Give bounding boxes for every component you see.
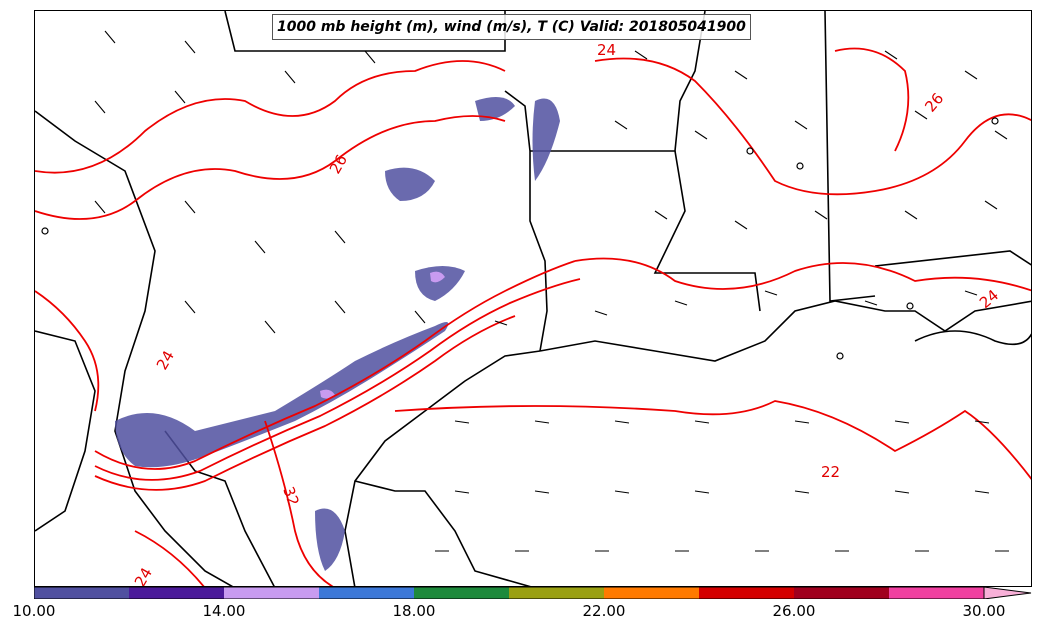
contour-32 [264,420,334,586]
colorbar-tick-label: 22.00 [582,602,626,620]
colorbar-tick-label: 18.00 [392,602,436,620]
precip-cell-4 [315,508,345,571]
contour-sw [134,530,205,586]
contour-label: 22 [821,463,840,481]
coastline-and-borders [35,11,1031,586]
calm-circles [41,117,999,360]
gulf-coast [539,300,1031,362]
contour-label: 26 [326,151,351,177]
precip-cell-1 [415,266,465,301]
precip-cell-2 [385,167,435,201]
colorbar-segment [414,587,509,599]
colorbar-segment [889,587,984,599]
colorbar-segment [224,587,319,599]
sierra-madre-outline [35,330,96,532]
colorbar-extend-arrow [983,587,1032,599]
precip-shading [115,97,560,571]
contour-26-ne [834,47,910,152]
colorbar-tick-label: 26.00 [772,602,816,620]
contour-front-3 [94,315,516,491]
map-title: 1000 mb height (m), wind (m/s), T (C) Va… [272,14,751,40]
precip-band-main [115,322,449,468]
precip-heavy [320,271,445,399]
contour-label: 24 [153,347,178,373]
arkansas-border [530,11,706,152]
contour-26-east [594,57,1031,196]
colorbar-tick-label: 10.00 [12,602,56,620]
colorbar-segment [34,587,129,599]
wind-barbs [94,30,1009,552]
mexico-coast [354,480,531,586]
contour-front-2 [94,278,581,481]
contour-front-1 [94,260,576,470]
colorbar-segment [794,587,889,599]
colorbar-segment [129,587,224,599]
colorbar-tick-label: 14.00 [202,602,246,620]
florida-border [874,250,1031,267]
mexico-border [35,110,234,586]
contour-label: 26 [921,89,947,115]
colorbar-tick-label: 30.00 [962,602,1006,620]
contour-label: 24 [131,564,156,587]
contour-24-east [574,257,1031,292]
precip-core-2 [320,389,335,399]
alabama-mississippi-border [824,11,876,302]
florida-peninsula [914,330,1031,346]
contour-label: 24 [597,41,616,59]
contour-west [35,290,100,412]
precip-cell-3 [532,98,560,181]
contour-a [35,60,506,174]
weather-map: 24 26 26 24 24 32 22 24 [35,11,1031,587]
colorbar-segment [604,587,699,599]
colorbar-outline [34,587,985,599]
precip-cell-5 [475,97,515,121]
colorbar-segment [699,587,794,599]
temperature-contours [35,47,1031,586]
contour-b [35,115,506,220]
map-panel: 24 26 26 24 24 32 22 24 [34,10,1032,587]
texas-louisiana-border [504,90,548,352]
precip-core-1 [430,271,445,283]
colorbar-segment [509,587,604,599]
colorbar-segment [319,587,414,599]
texas-coast [344,350,541,586]
contour-label: 24 [976,286,1002,312]
contour-label-group: 24 26 26 24 24 32 22 24 [131,41,1002,587]
colorbar [34,587,1032,599]
contour-22 [394,400,1031,480]
colorbar-segments [34,587,1032,599]
contour-label: 32 [279,484,302,508]
